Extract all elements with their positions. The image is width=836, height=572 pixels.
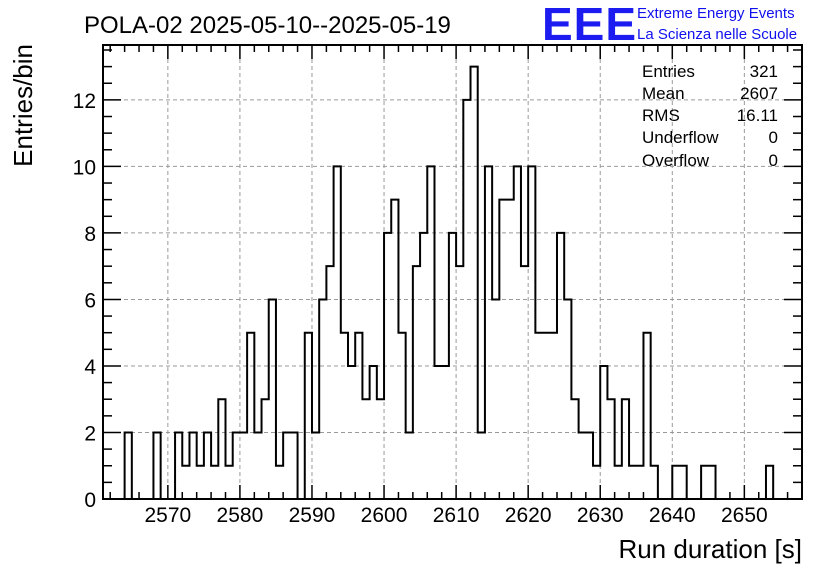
logo-line-1: Extreme Energy Events xyxy=(637,5,795,22)
x-tick-label: 2630 xyxy=(577,504,624,527)
x-tick-label: 2570 xyxy=(144,504,191,527)
x-tick-label: 2590 xyxy=(289,504,336,527)
chart-title: POLA-02 2025-05-10--2025-05-19 xyxy=(84,12,451,39)
grid-lines xyxy=(103,45,802,499)
stat-entries-value: 321 xyxy=(750,62,778,81)
x-tick-label: 2610 xyxy=(433,504,480,527)
x-tick-label: 2640 xyxy=(649,504,696,527)
y-tick-label: 12 xyxy=(73,90,96,113)
stat-rms-value: 16.11 xyxy=(737,106,778,125)
stat-underflow-value: 0 xyxy=(769,128,778,147)
x-axis-label: Run duration [s] xyxy=(618,534,802,564)
y-tick-label: 10 xyxy=(73,156,96,179)
x-tick-label: 2600 xyxy=(361,504,408,527)
histogram-outline xyxy=(103,65,802,500)
stat-overflow-label: Overflow xyxy=(642,151,710,170)
logo-line-2: La Scienza nelle Scuole xyxy=(637,26,797,43)
stat-underflow-label: Underflow xyxy=(642,128,719,147)
y-tick-label: 6 xyxy=(84,289,96,312)
y-tick-label: 2 xyxy=(84,422,96,445)
plot-frame xyxy=(102,44,803,500)
y-axis-label: Entries/bin xyxy=(8,44,38,167)
y-tick-label: 4 xyxy=(84,356,96,379)
stat-mean-label: Mean xyxy=(642,84,685,103)
y-tick-label: 0 xyxy=(84,489,96,512)
x-tick-label: 2650 xyxy=(721,504,768,527)
axis-ticks: 2570 2580 2590 2600 2610 2620 2630 2640 2650 0 2 4 6… xyxy=(73,45,803,527)
stat-overflow-value: 0 xyxy=(769,151,778,170)
x-tick-label: 2620 xyxy=(505,504,552,527)
eee-logo: EEE Extreme Energy Events La Scienza nel… xyxy=(542,0,797,50)
stats-box: Entries 321 Mean 2607 RMS 16.11 Underflo… xyxy=(642,62,778,170)
stat-entries-label: Entries xyxy=(642,62,695,81)
stat-mean-value: 2607 xyxy=(740,84,778,103)
stat-rms-label: RMS xyxy=(642,106,680,125)
y-tick-label: 8 xyxy=(84,223,96,246)
x-tick-label: 2580 xyxy=(217,504,264,527)
logo-mark: EEE xyxy=(542,0,637,50)
